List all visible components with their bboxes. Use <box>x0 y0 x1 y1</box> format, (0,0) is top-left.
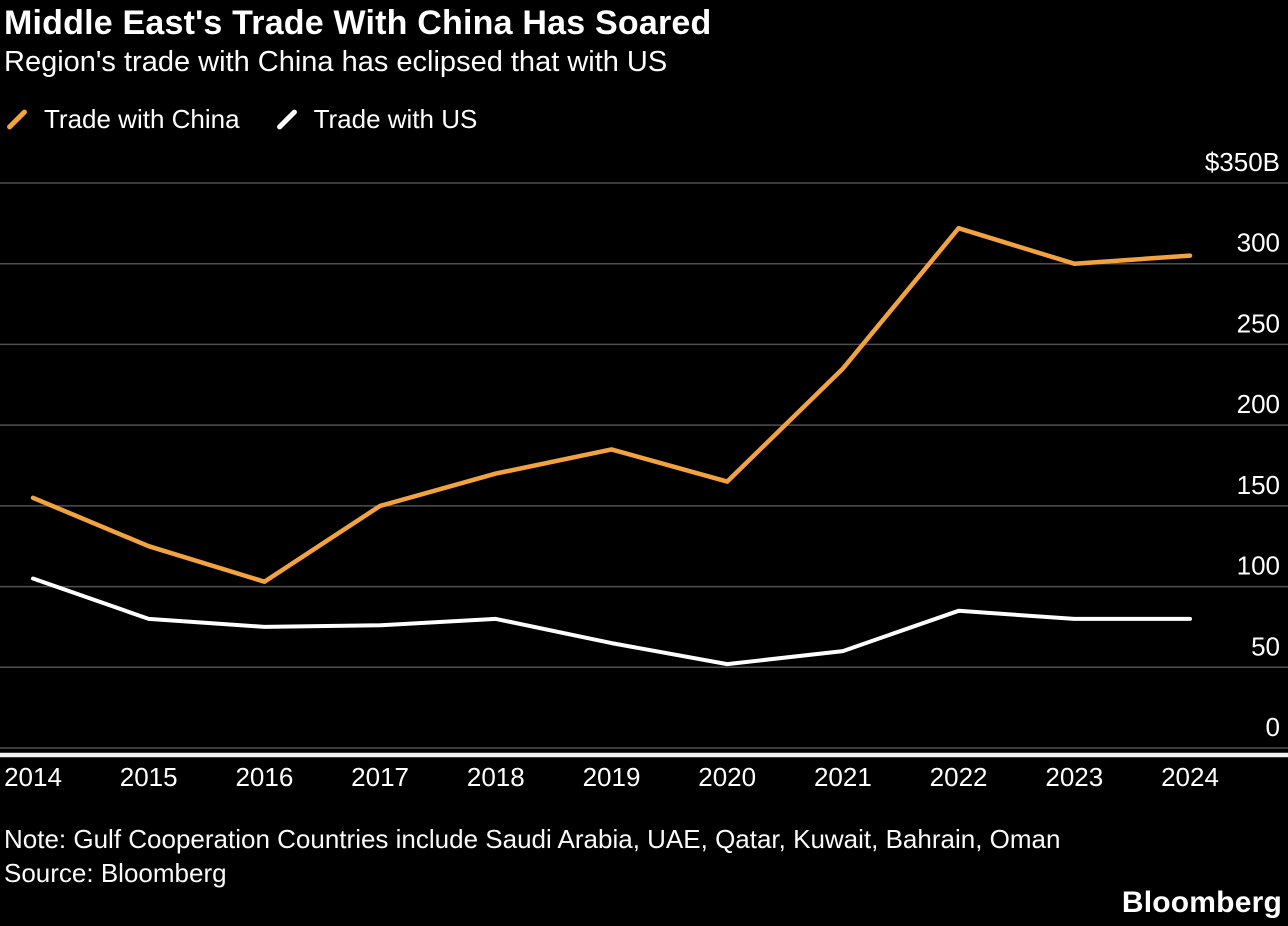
y-axis-tick-label: 200 <box>1237 389 1280 419</box>
legend-item-us: Trade with US <box>274 104 478 135</box>
x-axis-tick-label: 2018 <box>467 762 525 792</box>
china-series-swatch-icon <box>6 108 28 131</box>
chart-source: Source: Bloomberg <box>4 858 227 888</box>
legend-label-us: Trade with US <box>313 104 478 134</box>
x-axis-tick-label: 2024 <box>1161 762 1219 792</box>
x-axis-tick-label: 2019 <box>583 762 641 792</box>
legend: Trade with China Trade with US <box>4 104 477 135</box>
x-axis-tick-label: 2023 <box>1045 762 1103 792</box>
china-trade-line <box>30 225 1193 584</box>
chart-canvas: $350B 300 250 200 150 100 50 0 2014 2015 2016 2017 2… <box>0 147 1288 792</box>
y-axis-tick-label: 250 <box>1237 308 1280 338</box>
trade-line-chart: $350B 300 250 200 150 100 50 0 2014 2015 2016 2017 2… <box>0 147 1288 798</box>
us-series-swatch-icon <box>275 108 298 131</box>
us-trade-line <box>31 576 1192 667</box>
y-axis-tick-label: 150 <box>1237 470 1280 500</box>
x-axis-tick-label: 2020 <box>698 762 756 792</box>
x-axis-tick-label: 2022 <box>930 762 988 792</box>
y-axis-tick-label: 0 <box>1266 712 1280 742</box>
x-axis-tick-label: 2014 <box>4 762 62 792</box>
y-axis-tick-label: $350B <box>1205 148 1280 177</box>
bloomberg-logo: Bloomberg <box>1121 886 1282 919</box>
chart-title: Middle East's Trade With China Has Soare… <box>4 4 712 42</box>
x-axis-tick-label: 2015 <box>120 762 178 792</box>
x-axis-tick-label: 2021 <box>814 762 872 792</box>
chart-subtitle: Region's trade with China has eclipsed t… <box>4 46 668 78</box>
chart-note: Note: Gulf Cooperation Countries include… <box>4 824 1061 854</box>
y-axis-tick-label: 300 <box>1237 228 1280 258</box>
y-axis-tick-label: 100 <box>1237 551 1280 581</box>
x-axis-tick-label: 2017 <box>351 762 409 792</box>
legend-item-china: Trade with China <box>4 104 240 135</box>
x-axis-tick-label: 2016 <box>235 762 293 792</box>
y-axis-tick-label: 50 <box>1251 631 1280 661</box>
legend-label-china: Trade with China <box>44 104 240 134</box>
